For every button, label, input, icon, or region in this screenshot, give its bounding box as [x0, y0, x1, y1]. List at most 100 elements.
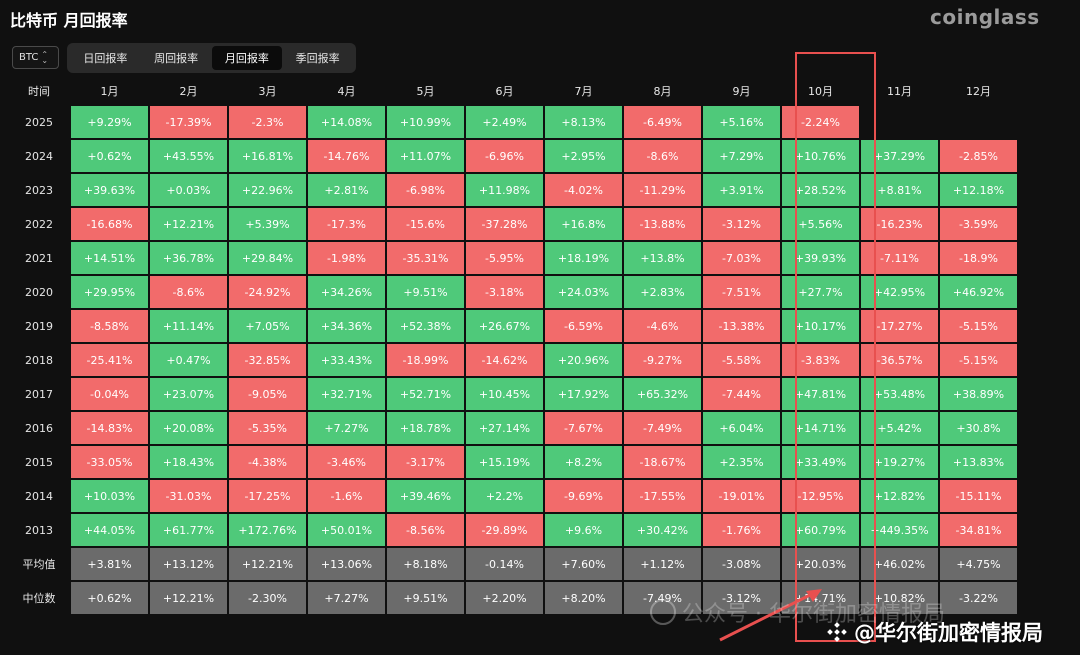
return-cell: +61.77%: [150, 514, 227, 546]
stat-cell: +1.12%: [624, 548, 701, 580]
tab-monthly[interactable]: 月回报率: [212, 46, 283, 70]
return-cell: +7.29%: [703, 140, 780, 172]
return-cell: +0.62%: [71, 140, 148, 172]
return-cell: -2.3%: [229, 106, 306, 138]
stat-cell: +12.21%: [229, 548, 306, 580]
return-cell: -5.58%: [703, 344, 780, 376]
stat-cell: +20.03%: [782, 548, 859, 580]
column-header-time: 时间: [9, 77, 69, 104]
return-cell: -34.81%: [940, 514, 1017, 546]
column-header-month: 11月: [861, 77, 938, 104]
return-cell: +6.04%: [703, 412, 780, 444]
row-year-label: 2020: [9, 276, 69, 308]
tab-quarterly[interactable]: 季回报率: [282, 46, 353, 70]
column-header-month: 12月: [940, 77, 1017, 104]
return-cell: +29.84%: [229, 242, 306, 274]
return-cell: +8.2%: [545, 446, 622, 478]
return-cell: -13.88%: [624, 208, 701, 240]
return-cell: -3.18%: [466, 276, 543, 308]
return-cell: +5.39%: [229, 208, 306, 240]
table-row: 2016 -14.83% +20.08% -5.35% +7.27% +18.78% +27…: [9, 412, 1017, 444]
return-cell: +65.32%: [624, 378, 701, 410]
return-cell: -7.03%: [703, 242, 780, 274]
brand-logo: coinglass: [930, 5, 1040, 29]
return-cell: -11.29%: [624, 174, 701, 206]
stat-cell: +7.60%: [545, 548, 622, 580]
return-cell: +33.43%: [308, 344, 385, 376]
return-cell: +12.21%: [150, 208, 227, 240]
return-cell: -3.17%: [387, 446, 464, 478]
return-cell: +9.6%: [545, 514, 622, 546]
return-cell: +2.49%: [466, 106, 543, 138]
return-cell: +50.01%: [308, 514, 385, 546]
return-cell: -3.46%: [308, 446, 385, 478]
return-cell: +43.55%: [150, 140, 227, 172]
asset-select-value: BTC: [19, 52, 38, 63]
tab-weekly[interactable]: 周回报率: [141, 46, 212, 70]
return-cell: +30.42%: [624, 514, 701, 546]
stat-cell: +7.27%: [308, 582, 385, 614]
stat-row: 平均值 +3.81% +13.12% +12.21% +13.06% +8.18% -0.1…: [9, 548, 1017, 580]
return-cell: -18.67%: [624, 446, 701, 478]
return-cell: +47.81%: [782, 378, 859, 410]
stat-cell: -3.12%: [703, 582, 780, 614]
return-cell: +27.14%: [466, 412, 543, 444]
return-cell: -36.57%: [861, 344, 938, 376]
return-cell: -24.92%: [229, 276, 306, 308]
return-cell: -5.15%: [940, 344, 1017, 376]
return-cell: -1.6%: [308, 480, 385, 512]
table-row: 2018 -25.41% +0.47% -32.85% +33.43% -18.99% -1…: [9, 344, 1017, 376]
return-cell: -35.31%: [387, 242, 464, 274]
return-cell: +7.05%: [229, 310, 306, 342]
return-cell: -18.9%: [940, 242, 1017, 274]
return-cell: +34.26%: [308, 276, 385, 308]
row-year-label: 2022: [9, 208, 69, 240]
return-cell: -14.76%: [308, 140, 385, 172]
return-cell: +172.76%: [229, 514, 306, 546]
return-cell: +39.63%: [71, 174, 148, 206]
stat-cell: +12.21%: [150, 582, 227, 614]
return-cell: +18.19%: [545, 242, 622, 274]
return-cell: -15.6%: [387, 208, 464, 240]
return-cell: -17.27%: [861, 310, 938, 342]
return-cell: +19.27%: [861, 446, 938, 478]
return-cell: -18.99%: [387, 344, 464, 376]
asset-select[interactable]: BTC ⌃ ⌄: [12, 46, 59, 69]
stat-cell: +8.18%: [387, 548, 464, 580]
table-row: 2013 +44.05% +61.77% +172.76% +50.01% -8.56% -…: [9, 514, 1017, 546]
return-cell: -7.49%: [624, 412, 701, 444]
return-cell: +7.27%: [308, 412, 385, 444]
stat-cell: -7.49%: [624, 582, 701, 614]
return-cell: -6.49%: [624, 106, 701, 138]
return-cell: +32.71%: [308, 378, 385, 410]
return-cell: +11.07%: [387, 140, 464, 172]
return-cell: +9.29%: [71, 106, 148, 138]
return-cell: -5.15%: [940, 310, 1017, 342]
stat-row: 中位数 +0.62% +12.21% -2.30% +7.27% +9.51% +2.20%…: [9, 582, 1017, 614]
column-header-month: 7月: [545, 77, 622, 104]
row-year-label: 2021: [9, 242, 69, 274]
return-cell: +0.47%: [150, 344, 227, 376]
return-cell: +2.95%: [545, 140, 622, 172]
table-row: 2022 -16.68% +12.21% +5.39% -17.3% -15.6% -37.…: [9, 208, 1017, 240]
row-year-label: 2016: [9, 412, 69, 444]
return-cell: +449.35%: [861, 514, 938, 546]
table-row: 2015 -33.05% +18.43% -4.38% -3.46% -3.17% +15.…: [9, 446, 1017, 478]
stat-cell: +0.62%: [71, 582, 148, 614]
return-cell: +39.93%: [782, 242, 859, 274]
return-cell: +33.49%: [782, 446, 859, 478]
return-cell: -7.67%: [545, 412, 622, 444]
period-tabs: 日回报率 周回报率 月回报率 季回报率: [67, 43, 356, 73]
tab-daily[interactable]: 日回报率: [70, 46, 141, 70]
return-cell: +53.48%: [861, 378, 938, 410]
return-cell: -6.98%: [387, 174, 464, 206]
return-cell: -14.62%: [466, 344, 543, 376]
stat-cell: +46.02%: [861, 548, 938, 580]
return-cell: +24.03%: [545, 276, 622, 308]
return-cell: +36.78%: [150, 242, 227, 274]
return-cell: +12.18%: [940, 174, 1017, 206]
return-cell: -17.55%: [624, 480, 701, 512]
return-cell: +52.38%: [387, 310, 464, 342]
return-cell: -17.25%: [229, 480, 306, 512]
return-cell: +10.03%: [71, 480, 148, 512]
